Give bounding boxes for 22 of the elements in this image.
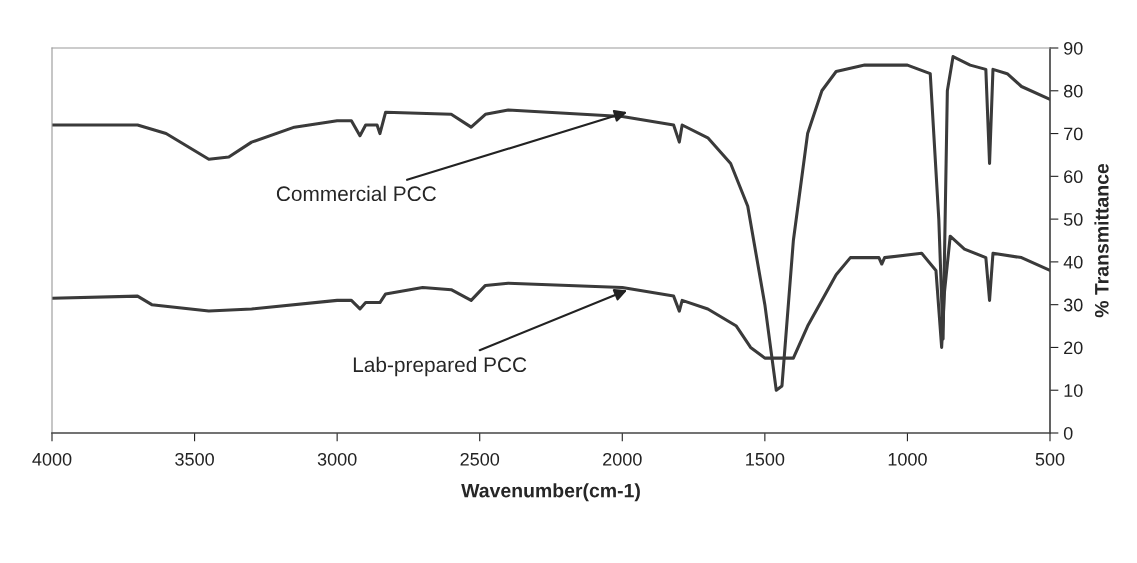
y-tick-label: 30 [1063, 298, 1083, 312]
x-tick-label: 500 [1035, 452, 1065, 466]
annotation: Lab-prepared PCC [353, 356, 527, 377]
x-tick-label: 2000 [603, 452, 642, 466]
y-tick-label: 10 [1064, 384, 1083, 397]
y-tick-label: 80 [1063, 84, 1083, 98]
x-tick-label: 2500 [460, 452, 500, 466]
y-tick-label: 20 [1064, 341, 1083, 355]
y-axis-title: % Transmittance [1094, 163, 1109, 318]
x-tick-label: 4000 [32, 452, 72, 466]
x-tick-label: 3500 [175, 452, 214, 466]
x-tick-label: 1000 [888, 452, 927, 466]
y-tick-label: 0 [1063, 426, 1073, 440]
x-tick-label: 1500 [746, 452, 785, 466]
annotation: Commercial PCC [276, 185, 436, 202]
y-tick-label: 40 [1063, 255, 1083, 269]
x-axis-title: Wavenumber(cm-1) [461, 483, 640, 502]
y-tick-label: 60 [1064, 170, 1083, 184]
y-tick-label: 90 [1064, 41, 1083, 55]
y-tick-label: 50 [1063, 213, 1083, 226]
y-tick-label: 70 [1064, 127, 1083, 141]
x-tick-label: 3000 [317, 452, 357, 466]
